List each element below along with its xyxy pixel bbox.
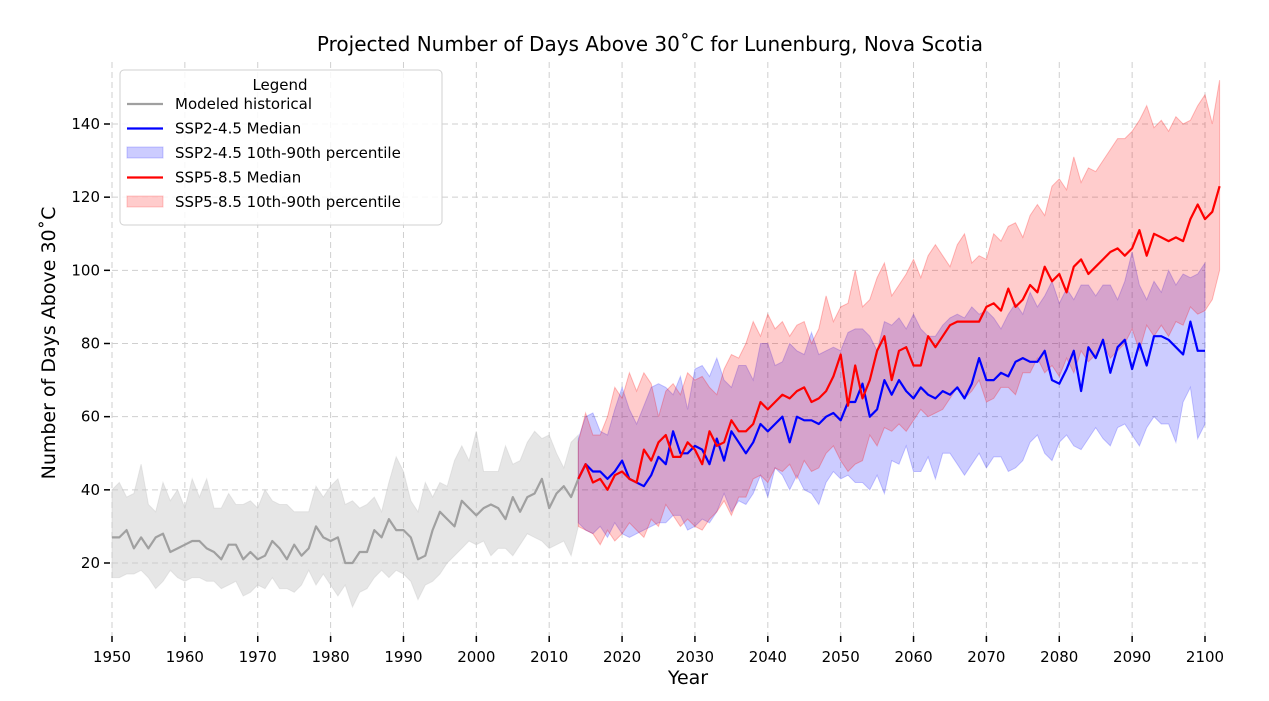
legend-entry: SSP5-8.5 10th-90th percentile xyxy=(126,193,401,211)
legend-entry: Modeled historical xyxy=(127,95,312,113)
legend-entry: SSP2-4.5 10th-90th percentile xyxy=(126,144,401,162)
ssp585-band xyxy=(577,80,1221,546)
x-tick-label: 2040 xyxy=(749,648,787,666)
y-tick-label: 20 xyxy=(81,554,100,572)
x-tick-label: 2100 xyxy=(1186,648,1224,666)
legend-band-swatch xyxy=(126,146,164,159)
lines xyxy=(112,185,1221,565)
y-tick-label: 60 xyxy=(81,408,100,426)
y-tick-label: 120 xyxy=(71,188,100,206)
historical-median-line xyxy=(112,477,580,565)
legend-label: SSP5-8.5 10th-90th percentile xyxy=(175,193,401,211)
x-tick-label: 1990 xyxy=(384,648,422,666)
legend-entry: SSP5-8.5 Median xyxy=(127,169,301,187)
x-tick-label: 2050 xyxy=(822,648,860,666)
x-tick-label: 2000 xyxy=(457,648,495,666)
grid xyxy=(111,62,1206,640)
chart-title: Projected Number of Days Above 30˚C for … xyxy=(317,32,983,56)
legend-label: SSP5-8.5 Median xyxy=(175,169,301,187)
legend-entry: SSP2-4.5 Median xyxy=(127,120,301,138)
y-tick-label: 40 xyxy=(81,481,100,499)
x-tick-label: 2010 xyxy=(530,648,568,666)
x-tick-label: 2060 xyxy=(894,648,932,666)
x-tick-label: 2020 xyxy=(603,648,641,666)
x-tick-label: 1980 xyxy=(312,648,350,666)
legend-title: Legend xyxy=(252,76,307,94)
y-tick-label: 140 xyxy=(71,115,100,133)
legend-box xyxy=(119,69,443,226)
legend-label: SSP2-4.5 10th-90th percentile xyxy=(175,144,401,162)
y-axis-ticks: 20 40 60 80 100 120 140 xyxy=(71,115,110,572)
ssp585-median-line xyxy=(577,185,1221,491)
x-tick-label: 1950 xyxy=(93,648,131,666)
legend-label: Modeled historical xyxy=(175,95,312,113)
x-tick-label: 2080 xyxy=(1040,648,1078,666)
x-axis-ticks: 1950 1960 1970 1980 1990 2000 2010 2020 2030 2040… xyxy=(93,636,1224,666)
x-axis-label: Year xyxy=(667,667,708,689)
legend-band-swatch xyxy=(126,195,164,208)
x-tick-label: 1970 xyxy=(239,648,277,666)
x-tick-label: 1960 xyxy=(166,648,204,666)
x-tick-label: 2070 xyxy=(967,648,1005,666)
historical-band xyxy=(111,430,579,609)
x-tick-label: 2090 xyxy=(1113,648,1151,666)
legend: Legend Modeled historical SSP2-4.5 Median… xyxy=(119,69,443,226)
legend-label: SSP2-4.5 Median xyxy=(175,120,301,138)
y-tick-label: 100 xyxy=(71,261,100,279)
y-tick-label: 80 xyxy=(81,335,100,353)
y-axis-label: Number of Days Above 30˚C xyxy=(38,207,60,480)
x-tick-label: 2030 xyxy=(676,648,714,666)
